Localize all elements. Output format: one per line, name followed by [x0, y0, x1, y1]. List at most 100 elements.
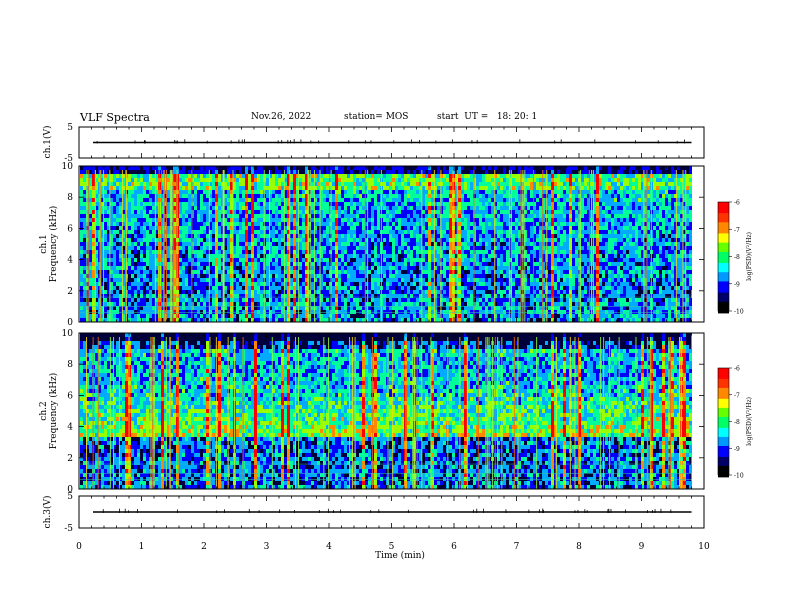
spectrogram-cell — [332, 222, 335, 226]
spectrogram-cell — [245, 274, 248, 278]
spectrogram-cell — [110, 254, 113, 258]
spectrogram-cell — [86, 274, 89, 278]
spectrogram-cell — [323, 286, 326, 290]
spectrogram-cell — [242, 290, 245, 294]
spectrogram-cell — [143, 242, 146, 246]
spectrogram-cell — [266, 250, 269, 254]
spectrogram-cell — [116, 302, 119, 306]
spectrogram-cell — [146, 206, 149, 210]
spectrogram-cell — [224, 226, 227, 230]
spectrogram-cell — [89, 222, 92, 226]
spectrogram-cell — [293, 262, 296, 266]
spectrogram-cell — [458, 254, 461, 258]
spectrogram-cell — [323, 290, 326, 294]
spectrogram-cell — [185, 306, 188, 310]
spectrogram-cell — [212, 218, 215, 222]
spectrogram-cell — [482, 250, 485, 254]
spectrogram-cell — [395, 278, 398, 282]
spectrogram-cell — [242, 202, 245, 206]
spectrogram-cell — [155, 294, 158, 298]
spectrogram-cell — [137, 218, 140, 222]
spectrogram-cell — [314, 298, 317, 302]
spectrogram-cell — [329, 174, 332, 178]
spectrogram-cell — [479, 298, 482, 302]
spectrogram-cell — [122, 310, 125, 314]
spectrogram-cell — [278, 206, 281, 210]
spectrogram-cell — [221, 178, 224, 182]
spectrogram-cell — [305, 178, 308, 182]
spectrogram-cell — [302, 242, 305, 246]
spectrogram-cell — [104, 186, 107, 190]
spectrogram-cell — [113, 242, 116, 246]
spectrogram-cell — [206, 234, 209, 238]
spectrogram-cell — [389, 298, 392, 302]
spectrogram-cell — [212, 266, 215, 270]
spectrogram-cell — [365, 282, 368, 286]
spectrogram-cell — [482, 262, 485, 266]
spectrogram-cell — [380, 166, 383, 170]
spectrogram-cell — [254, 290, 257, 294]
spectrogram-cell — [113, 234, 116, 238]
spectrogram-cell — [383, 270, 386, 274]
spectrogram-cell — [305, 298, 308, 302]
spectrogram-cell — [215, 310, 218, 314]
spectrogram-cell — [482, 290, 485, 294]
spectrogram-cell — [143, 190, 146, 194]
spectrogram-cell — [407, 238, 410, 242]
spectrogram-cell — [257, 246, 260, 250]
spectrogram-cell — [143, 214, 146, 218]
spectrogram-cell — [179, 318, 182, 322]
spectrogram-cell — [284, 198, 287, 202]
spectrogram-cell — [236, 210, 239, 214]
spectrogram-cell — [200, 186, 203, 190]
spectrogram-cell — [494, 182, 497, 186]
spectrogram-cell — [383, 218, 386, 222]
spectrogram-cell — [191, 234, 194, 238]
spectrogram-cell — [455, 282, 458, 286]
spectrogram-cell — [464, 222, 467, 226]
spectrogram-cell — [311, 214, 314, 218]
spectrogram-cell — [185, 238, 188, 242]
spectrogram-cell — [92, 202, 95, 206]
spectrogram-cell — [341, 258, 344, 262]
spectrogram-cell — [425, 178, 428, 182]
spectrogram-cell — [302, 186, 305, 190]
spectrogram-cell — [362, 190, 365, 194]
spectrogram-cell — [437, 298, 440, 302]
spectrogram-cell — [404, 246, 407, 250]
spectrogram-cell — [302, 262, 305, 266]
spectrogram-cell — [398, 182, 401, 186]
spectrogram-cell — [194, 186, 197, 190]
spectrogram-cell — [287, 270, 290, 274]
spectrogram-cell — [191, 238, 194, 242]
spectrogram-cell — [425, 254, 428, 258]
spectrogram-cell — [155, 222, 158, 226]
spectrogram-cell — [473, 254, 476, 258]
spectrogram-cell — [473, 218, 476, 222]
spectrogram-cell — [278, 302, 281, 306]
spectrogram-cell — [392, 198, 395, 202]
spectrogram-cell — [491, 270, 494, 274]
spectrogram-cell — [413, 214, 416, 218]
spectrogram-cell — [110, 270, 113, 274]
spectrogram-cell — [245, 318, 248, 322]
spectrogram-cell — [83, 294, 86, 298]
spectrogram-cell — [476, 302, 479, 306]
spectrogram-cell — [188, 274, 191, 278]
spectrogram-cell — [317, 246, 320, 250]
spectrogram-cell — [269, 238, 272, 242]
spectrogram-cell — [311, 182, 314, 186]
spectrogram-cell — [269, 174, 272, 178]
spectrogram-cell — [146, 270, 149, 274]
spectrogram-cell — [143, 182, 146, 186]
spectrogram-cell — [311, 270, 314, 274]
spectrogram-cell — [140, 222, 143, 226]
spectrogram-cell — [296, 234, 299, 238]
spectrogram-cell — [479, 246, 482, 250]
spectrogram-cell — [344, 214, 347, 218]
spectrogram-cell — [461, 286, 464, 290]
spectrogram-cell — [341, 262, 344, 266]
spectrogram-cell — [191, 314, 194, 318]
spectrogram-cell — [446, 306, 449, 310]
spectrogram-cell — [227, 190, 230, 194]
